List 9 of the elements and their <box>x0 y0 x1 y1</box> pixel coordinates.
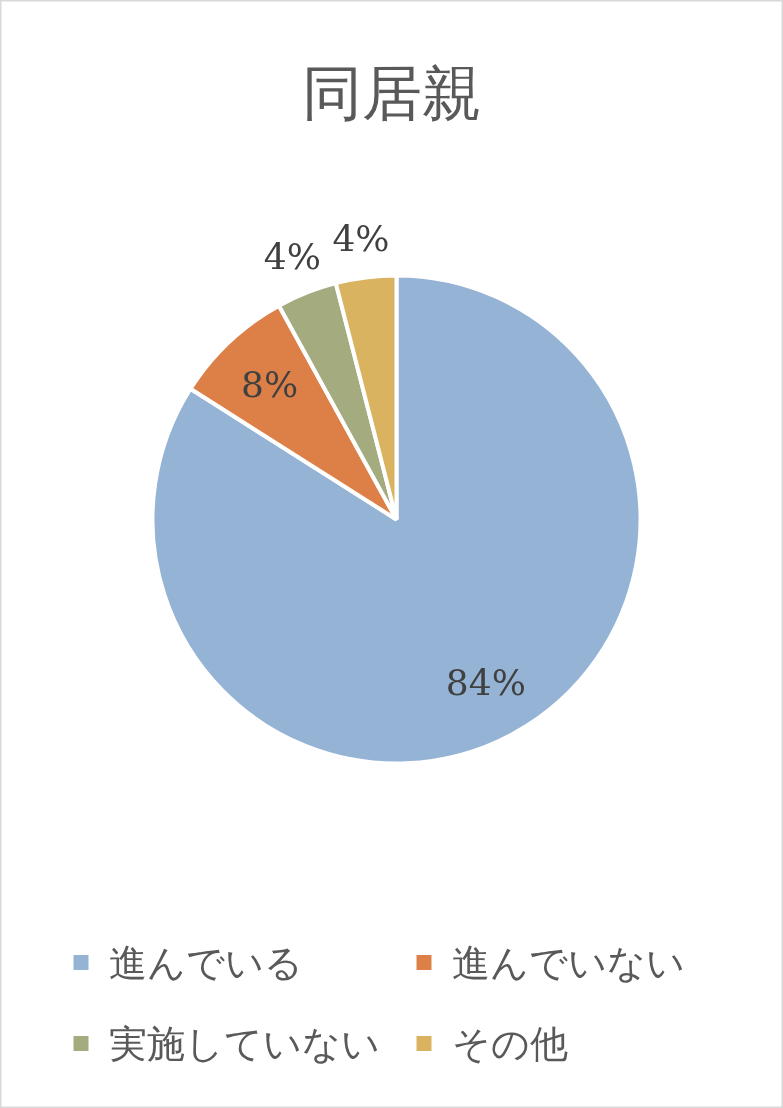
data-label: 4% <box>332 218 390 260</box>
legend-label: その他 <box>451 1021 568 1066</box>
data-label: 84% <box>445 661 526 703</box>
legend-label: 進んでいる <box>108 940 303 985</box>
chart-title: 同居親 <box>302 57 482 128</box>
data-label: 4% <box>263 235 321 277</box>
data-label: 8% <box>241 363 299 405</box>
legend-label: 実施していない <box>108 1021 380 1066</box>
legend-label: 進んでいない <box>451 940 685 985</box>
